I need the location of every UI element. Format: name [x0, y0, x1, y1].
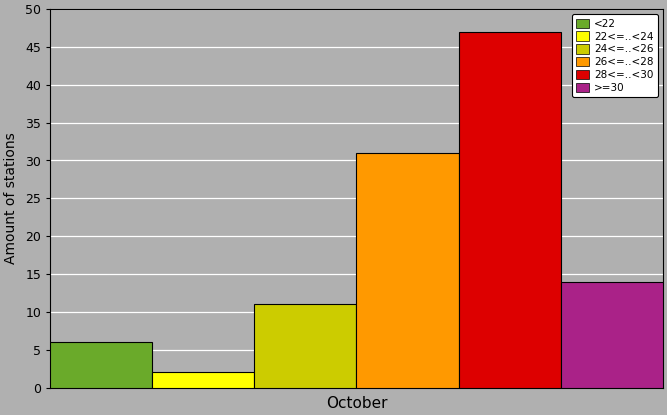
Legend: <22, 22<=..<24, 24<=..<26, 26<=..<28, 28<=..<30, >=30: <22, 22<=..<24, 24<=..<26, 26<=..<28, 28… — [572, 15, 658, 97]
X-axis label: October: October — [325, 396, 388, 411]
Bar — [561, 281, 663, 388]
Bar — [254, 304, 356, 388]
Bar — [356, 153, 459, 388]
Bar — [459, 32, 561, 388]
Bar — [50, 342, 152, 388]
Y-axis label: Amount of stations: Amount of stations — [4, 132, 18, 264]
Bar — [152, 372, 254, 388]
